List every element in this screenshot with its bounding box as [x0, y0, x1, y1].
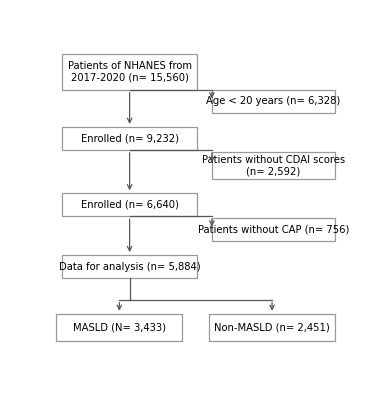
Text: Enrolled (n= 6,640): Enrolled (n= 6,640) — [81, 200, 179, 210]
Text: Data for analysis (n= 5,884): Data for analysis (n= 5,884) — [59, 261, 200, 271]
Text: Age < 20 years (n= 6,328): Age < 20 years (n= 6,328) — [207, 96, 341, 106]
Bar — [62, 255, 197, 278]
Bar — [62, 193, 197, 217]
Bar — [209, 314, 335, 342]
Bar — [56, 314, 182, 342]
Bar — [212, 90, 335, 113]
Text: Patients of NHANES from
2017-2020 (n= 15,560): Patients of NHANES from 2017-2020 (n= 15… — [67, 61, 192, 83]
Text: Non-MASLD (n= 2,451): Non-MASLD (n= 2,451) — [214, 322, 330, 332]
Bar — [212, 218, 335, 241]
Text: MASLD (N= 3,433): MASLD (N= 3,433) — [73, 322, 166, 332]
Bar — [62, 127, 197, 150]
Text: Patients without CAP (n= 756): Patients without CAP (n= 756) — [198, 225, 349, 235]
Text: Enrolled (n= 9,232): Enrolled (n= 9,232) — [81, 134, 179, 144]
Text: Patients without CDAI scores
(n= 2,592): Patients without CDAI scores (n= 2,592) — [202, 155, 345, 176]
Bar — [62, 54, 197, 90]
Bar — [212, 152, 335, 179]
